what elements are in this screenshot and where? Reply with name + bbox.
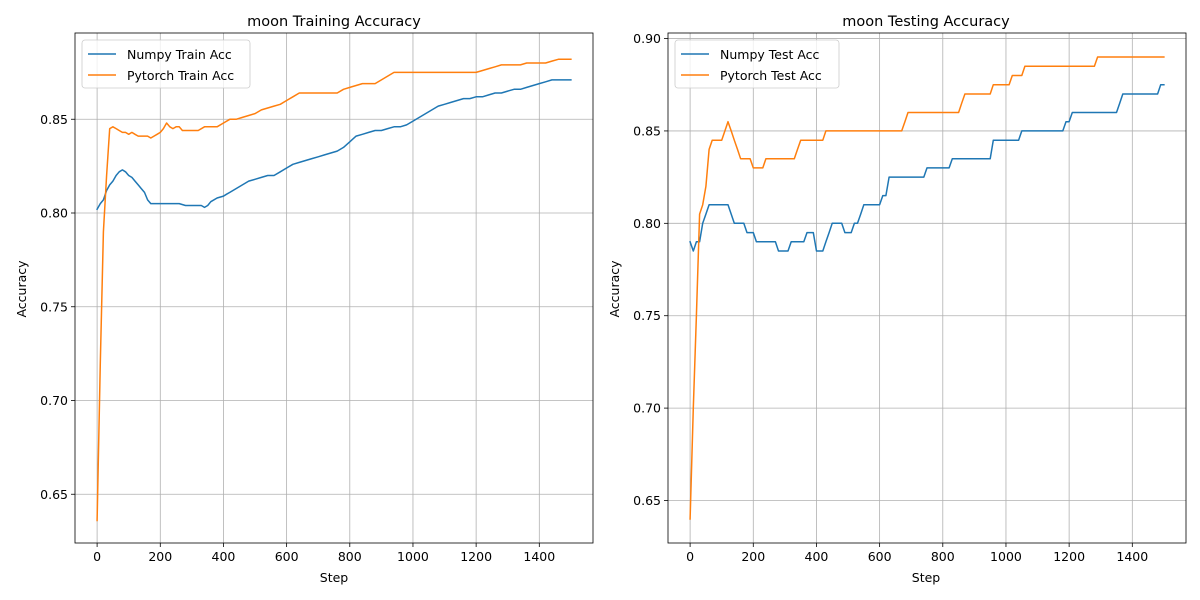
- legend: Numpy Test Acc Pytorch Test Acc: [675, 40, 839, 88]
- y-tick-label: 0.75: [40, 299, 68, 314]
- x-tick-label: 800: [338, 549, 362, 564]
- series-line-numpy-train-acc: [97, 80, 571, 209]
- y-tick-label: 0.75: [633, 308, 661, 323]
- x-axis-label: Step: [320, 570, 349, 585]
- x-tick-label: 1200: [1053, 549, 1085, 564]
- x-axis-ticks: 0 200 400 600 800 1000 1200 1400: [686, 543, 1148, 564]
- y-axis-label: Accuracy: [14, 260, 29, 318]
- testing-accuracy-chart: moon Testing Accuracy Step Accuracy 0 200…: [607, 14, 1186, 585]
- x-tick-label: 400: [805, 549, 829, 564]
- chart-title: moon Testing Accuracy: [842, 14, 1010, 30]
- x-tick-label: 1400: [1116, 549, 1148, 564]
- x-tick-label: 1200: [460, 549, 492, 564]
- y-tick-label: 0.80: [40, 206, 68, 221]
- axes-frame: [75, 33, 593, 543]
- x-tick-label: 200: [148, 549, 172, 564]
- y-axis-ticks: 0.65 0.70 0.75 0.80 0.85: [40, 112, 75, 502]
- x-tick-label: 0: [686, 549, 694, 564]
- y-tick-label: 0.65: [40, 487, 68, 502]
- y-tick-label: 0.85: [40, 112, 68, 127]
- x-tick-label: 1000: [990, 549, 1022, 564]
- plot-area: [690, 57, 1164, 519]
- x-tick-label: 1000: [397, 549, 429, 564]
- y-tick-label: 0.80: [633, 216, 661, 231]
- series-line-pytorch-test-acc: [690, 57, 1164, 519]
- y-tick-label: 0.90: [633, 31, 661, 46]
- legend-label-numpy-train: Numpy Train Acc: [127, 47, 232, 62]
- x-tick-label: 1400: [523, 549, 555, 564]
- series-line-pytorch-train-acc: [97, 59, 571, 520]
- grid: [668, 33, 1186, 543]
- axes-frame: [668, 33, 1186, 543]
- chart-title: moon Training Accuracy: [247, 14, 421, 30]
- x-axis-ticks: 0 200 400 600 800 1000 1200 1400: [93, 543, 555, 564]
- y-tick-label: 0.70: [633, 401, 661, 416]
- training-accuracy-chart: moon Training Accuracy Step Accuracy 0 20…: [14, 14, 593, 585]
- legend-label-numpy-test: Numpy Test Acc: [720, 47, 820, 62]
- y-tick-label: 0.85: [633, 123, 661, 138]
- y-axis-ticks: 0.65 0.70 0.75 0.80 0.85 0.90: [633, 31, 668, 508]
- y-axis-label: Accuracy: [607, 260, 622, 318]
- plot-area: [97, 59, 571, 520]
- x-tick-label: 600: [868, 549, 892, 564]
- legend: Numpy Train Acc Pytorch Train Acc: [82, 40, 250, 88]
- y-tick-label: 0.65: [633, 493, 661, 508]
- grid: [75, 33, 593, 543]
- x-tick-label: 200: [741, 549, 765, 564]
- y-tick-label: 0.70: [40, 393, 68, 408]
- x-axis-label: Step: [912, 570, 941, 585]
- legend-label-pytorch-test: Pytorch Test Acc: [720, 68, 822, 83]
- x-tick-label: 400: [212, 549, 236, 564]
- x-tick-label: 800: [931, 549, 955, 564]
- x-tick-label: 0: [93, 549, 101, 564]
- legend-label-pytorch-train: Pytorch Train Acc: [127, 68, 234, 83]
- x-tick-label: 600: [275, 549, 299, 564]
